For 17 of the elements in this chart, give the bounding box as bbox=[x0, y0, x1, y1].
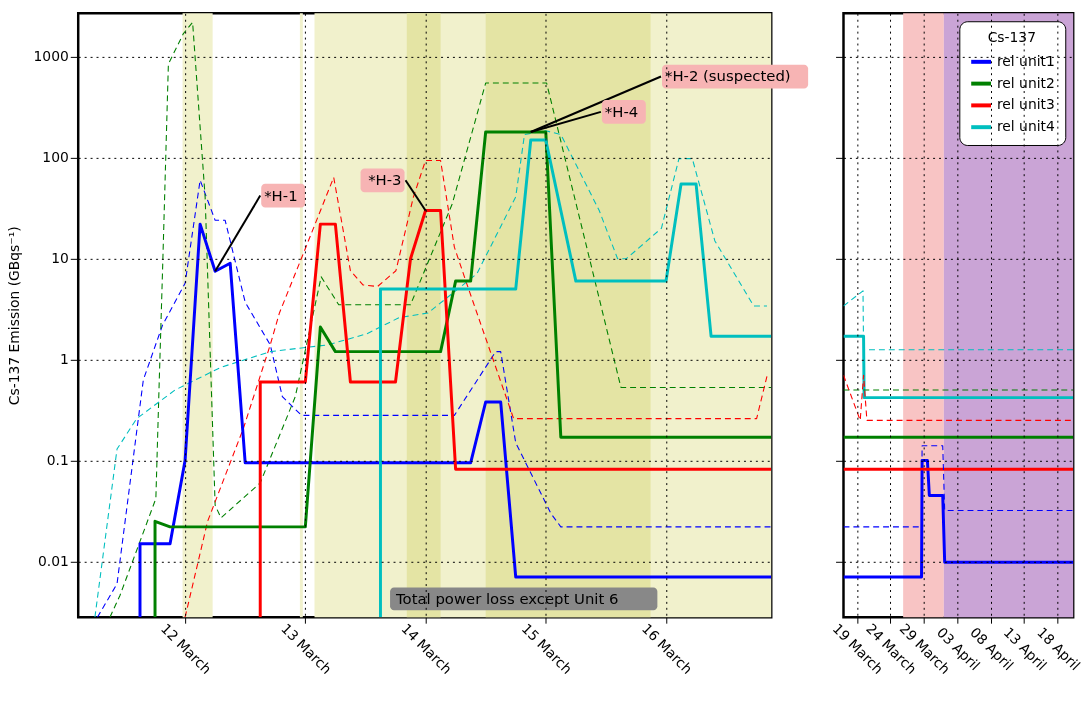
y-tick-label: 0.01 bbox=[37, 552, 69, 569]
annotation: Total power loss except Unit 6 bbox=[395, 590, 619, 609]
y-axis-title: Cs-137 Emission (GBqs⁻¹) bbox=[5, 226, 22, 406]
legend-label: rel unit4 bbox=[996, 118, 1055, 135]
legend-label: rel unit3 bbox=[996, 96, 1055, 113]
annotation: *H-4 bbox=[604, 102, 639, 121]
y-tick-label: 100 bbox=[42, 149, 69, 166]
y-tick-label: 10 bbox=[51, 250, 69, 267]
annotation: *H-3 bbox=[368, 171, 402, 190]
annotation: *H-2 (suspected) bbox=[664, 67, 791, 86]
y-tick-label: 1 bbox=[59, 351, 69, 368]
y-tick-label: 1000 bbox=[33, 48, 69, 65]
y-tick-label: 0.1 bbox=[46, 451, 69, 468]
legend-label: rel unit1 bbox=[996, 52, 1055, 69]
annotation: *H-1 bbox=[264, 186, 298, 205]
legend-title: Cs-137 bbox=[987, 29, 1036, 46]
legend-label: rel unit2 bbox=[996, 74, 1055, 91]
